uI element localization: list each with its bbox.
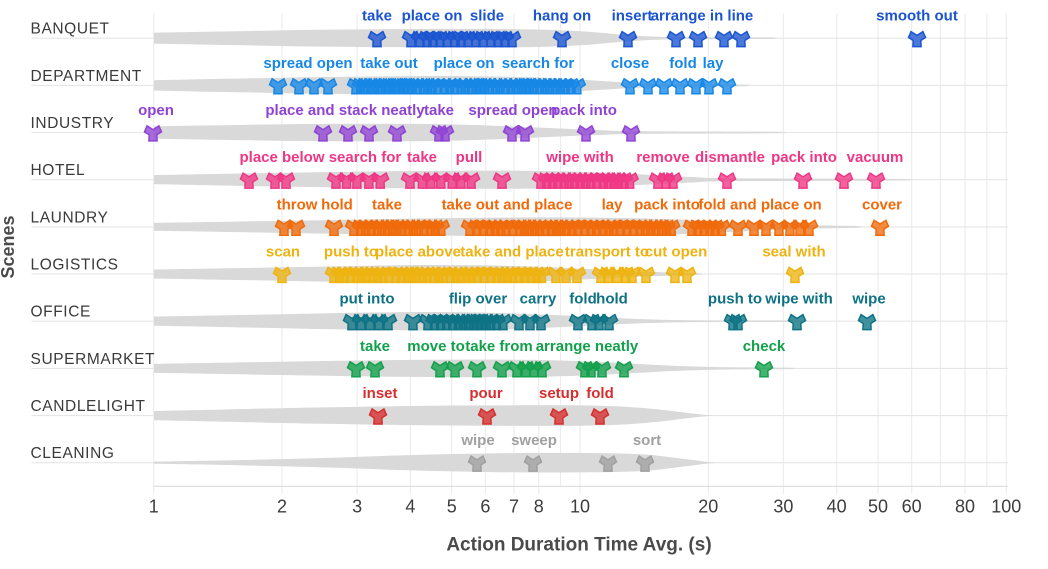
svg-text:carry: carry — [520, 291, 557, 308]
svg-text:flip over: flip over — [449, 291, 508, 308]
svg-text:hold: hold — [321, 196, 353, 213]
svg-text:wipe: wipe — [851, 291, 885, 308]
svg-text:HOTEL: HOTEL — [31, 162, 86, 179]
svg-text:10: 10 — [570, 497, 590, 517]
svg-text:fold: fold — [669, 55, 697, 72]
svg-text:take out and place: take out and place — [442, 196, 573, 213]
svg-text:push to: push to — [708, 291, 762, 308]
svg-text:smooth out: smooth out — [876, 8, 958, 25]
svg-text:hang on: hang on — [533, 8, 591, 25]
svg-text:spread open: spread open — [263, 55, 352, 72]
svg-text:fold: fold — [586, 385, 614, 402]
svg-text:50: 50 — [868, 497, 888, 517]
svg-text:Scenes: Scenes — [0, 215, 18, 278]
svg-text:wipe: wipe — [460, 432, 494, 449]
svg-text:lay: lay — [602, 196, 624, 213]
svg-text:1: 1 — [149, 497, 159, 517]
svg-text:OFFICE: OFFICE — [31, 304, 91, 321]
svg-text:transport to: transport to — [565, 244, 649, 261]
svg-text:fold and place on: fold and place on — [698, 196, 821, 213]
svg-text:close: close — [611, 55, 649, 72]
svg-text:take from: take from — [465, 338, 533, 355]
svg-text:LAUNDRY: LAUNDRY — [31, 209, 109, 226]
svg-text:CANDLELIGHT: CANDLELIGHT — [31, 398, 146, 415]
svg-text:place on: place on — [402, 8, 463, 25]
svg-text:slide: slide — [470, 8, 504, 25]
svg-text:pack into: pack into — [634, 196, 700, 213]
svg-text:Action Duration Time Avg. (s): Action Duration Time Avg. (s) — [446, 535, 711, 556]
svg-text:wipe with: wipe with — [764, 291, 833, 308]
svg-text:take: take — [362, 8, 392, 25]
svg-text:sort: sort — [633, 432, 661, 449]
svg-text:40: 40 — [827, 497, 847, 517]
svg-text:wipe with: wipe with — [545, 149, 614, 166]
svg-text:take: take — [372, 196, 402, 213]
svg-text:hold: hold — [596, 291, 628, 308]
svg-text:place below: place below — [239, 149, 324, 166]
svg-text:arrange neatly: arrange neatly — [536, 338, 639, 355]
svg-text:cover: cover — [862, 196, 902, 213]
svg-text:take: take — [360, 338, 390, 355]
svg-text:DEPARTMENT: DEPARTMENT — [31, 68, 142, 85]
svg-text:INDUSTRY: INDUSTRY — [31, 115, 115, 132]
svg-text:3: 3 — [352, 497, 362, 517]
svg-text:7: 7 — [509, 497, 519, 517]
svg-text:move to: move to — [407, 338, 465, 355]
svg-text:remove: remove — [636, 149, 689, 166]
svg-text:5: 5 — [447, 497, 457, 517]
svg-text:open: open — [138, 102, 174, 119]
svg-text:scan: scan — [266, 244, 300, 261]
svg-text:insert: insert — [612, 8, 653, 25]
svg-text:throw: throw — [277, 196, 318, 213]
svg-text:place and stack neatly: place and stack neatly — [265, 102, 425, 119]
svg-text:push to: push to — [324, 244, 378, 261]
svg-text:inset: inset — [362, 385, 397, 402]
svg-text:4: 4 — [405, 497, 415, 517]
svg-text:6: 6 — [480, 497, 490, 517]
svg-text:LOGISTICS: LOGISTICS — [31, 257, 119, 274]
svg-text:check: check — [743, 338, 786, 355]
svg-text:seal with: seal with — [762, 244, 825, 261]
svg-text:60: 60 — [902, 497, 922, 517]
svg-text:put into: put into — [340, 291, 395, 308]
svg-text:sweep: sweep — [511, 432, 557, 449]
svg-text:place above: place above — [375, 244, 461, 261]
svg-text:pack into: pack into — [771, 149, 837, 166]
svg-text:pour: pour — [469, 385, 502, 402]
svg-text:spread open: spread open — [468, 102, 557, 119]
svg-text:100: 100 — [991, 497, 1021, 517]
svg-text:fold: fold — [569, 291, 597, 308]
svg-text:search for: search for — [329, 149, 402, 166]
svg-text:take: take — [424, 102, 454, 119]
svg-text:search for: search for — [502, 55, 575, 72]
svg-text:place on: place on — [434, 55, 495, 72]
svg-text:SUPERMARKET: SUPERMARKET — [31, 351, 156, 368]
svg-text:80: 80 — [955, 497, 975, 517]
svg-text:cut open: cut open — [645, 244, 708, 261]
svg-text:dismantle: dismantle — [695, 149, 765, 166]
svg-text:take: take — [407, 149, 437, 166]
svg-text:pack into: pack into — [551, 102, 617, 119]
svg-text:pull: pull — [456, 149, 483, 166]
svg-text:20: 20 — [698, 497, 718, 517]
svg-text:arrange in line: arrange in line — [651, 8, 754, 25]
svg-text:setup: setup — [539, 385, 579, 402]
svg-text:30: 30 — [773, 497, 793, 517]
svg-text:lay: lay — [703, 55, 725, 72]
svg-text:2: 2 — [277, 497, 287, 517]
svg-text:BANQUET: BANQUET — [31, 21, 110, 38]
svg-text:8: 8 — [534, 497, 544, 517]
svg-text:take and place: take and place — [460, 244, 563, 261]
svg-text:vacuum: vacuum — [847, 149, 904, 166]
svg-text:take out: take out — [360, 55, 418, 72]
svg-text:CLEANING: CLEANING — [31, 445, 115, 462]
